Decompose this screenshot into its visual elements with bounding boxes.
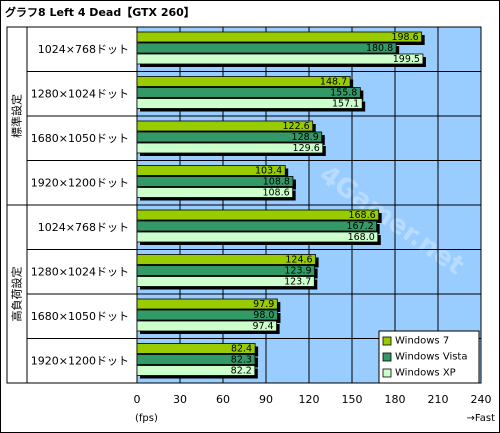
x-tick-label: 90: [259, 393, 273, 406]
data-label: 108.8: [263, 177, 290, 188]
data-label: 167.2: [346, 221, 373, 232]
data-label: 97.9: [253, 299, 274, 310]
legend-swatch: [383, 337, 391, 345]
x-tick-label: 30: [173, 393, 187, 406]
bar: [137, 43, 396, 53]
x-tick-label: 60: [216, 393, 230, 406]
category-label: 1280×1024ドット: [31, 265, 129, 278]
data-label: 124.6: [285, 255, 312, 266]
data-label: 82.3: [231, 355, 252, 366]
data-label: 123.7: [284, 277, 311, 288]
category-label: 1024×768ドット: [38, 43, 129, 56]
data-label: 128.9: [292, 132, 319, 143]
data-label: 198.6: [391, 32, 418, 43]
bar: [137, 232, 378, 242]
bar: [137, 88, 360, 98]
x-axis-label: (fps): [135, 413, 158, 424]
data-label: 168.0: [348, 232, 375, 243]
category-label: 1024×768ドット: [38, 221, 129, 234]
bar: [137, 210, 379, 220]
group-label: 高負荷設定: [10, 267, 24, 322]
data-label: 103.4: [255, 166, 282, 177]
legend-swatch: [383, 369, 391, 377]
group-label: 標準設定: [10, 94, 24, 138]
data-label: 108.6: [262, 188, 289, 199]
x-axis-right-label: →Fast: [467, 413, 496, 424]
data-label: 82.4: [231, 344, 252, 355]
data-label: 129.6: [293, 143, 320, 154]
x-tick-label: 210: [428, 393, 449, 406]
data-label: 155.8: [330, 88, 357, 99]
data-label: 148.7: [320, 77, 347, 88]
bar: [137, 32, 422, 42]
legend-label: Windows 7: [395, 336, 449, 347]
x-tick-label: 240: [471, 393, 492, 406]
chart-title: グラフ8 Left 4 Dead【GTX 260】: [5, 5, 195, 19]
category-label: 1680×1050ドット: [31, 310, 129, 323]
category-label: 1920×1200ドット: [31, 176, 129, 189]
x-tick-label: 150: [342, 393, 363, 406]
data-label: 122.6: [283, 121, 310, 132]
x-tick-label: 180: [385, 393, 406, 406]
data-label: 97.4: [252, 321, 273, 332]
bar: [137, 221, 377, 231]
bar: [137, 77, 350, 87]
data-label: 168.6: [348, 210, 375, 221]
bar: [137, 54, 423, 64]
bar: [137, 99, 362, 109]
x-tick-label: 0: [134, 393, 141, 406]
data-label: 157.1: [332, 99, 359, 110]
legend-label: Windows XP: [395, 368, 456, 379]
x-tick-label: 120: [299, 393, 320, 406]
legend-swatch: [383, 353, 391, 361]
legend-label: Windows Vista: [395, 352, 467, 363]
category-label: 1680×1050ドット: [31, 132, 129, 145]
category-label: 1280×1024ドット: [31, 87, 129, 100]
category-label: 1920×1200ドット: [31, 354, 129, 367]
data-label: 123.9: [284, 266, 311, 277]
data-label: 98.0: [253, 310, 274, 321]
data-label: 82.2: [231, 366, 252, 377]
data-label: 180.8: [366, 43, 393, 54]
data-label: 199.5: [393, 54, 420, 65]
